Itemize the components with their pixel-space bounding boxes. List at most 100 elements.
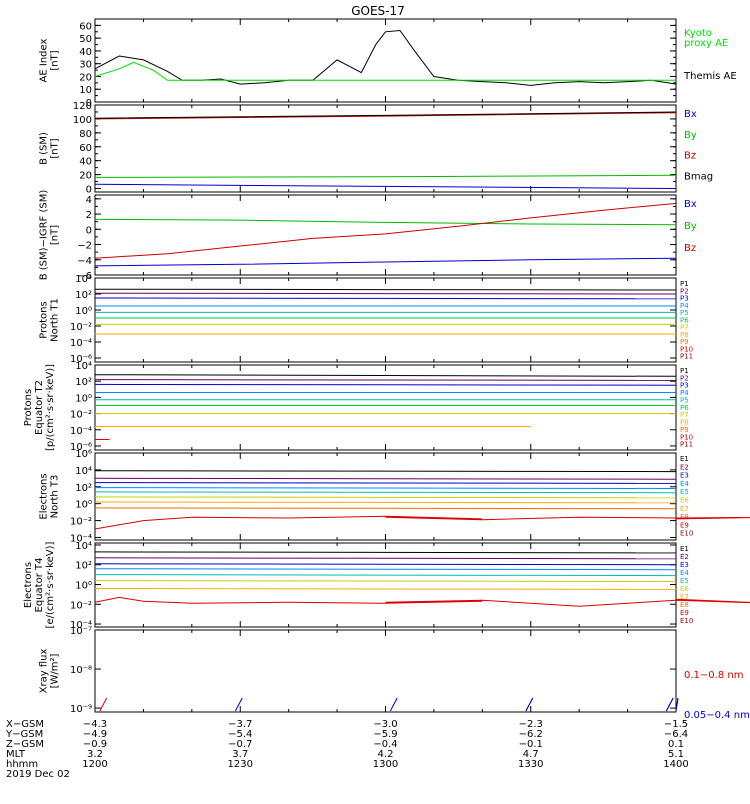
series-kyoto-proxy-ae (95, 62, 676, 80)
legend-item: E2 (680, 553, 689, 561)
y-tick-label: 2 (86, 210, 92, 221)
xray-segment (390, 698, 397, 711)
y-tick-label: 10⁻⁹ (70, 704, 92, 715)
panel-frame (95, 543, 676, 627)
legend-item: E8 (680, 513, 689, 521)
y-axis-label: AE Index (39, 38, 50, 82)
series-e6 (95, 497, 676, 498)
series-e2 (95, 478, 676, 479)
panel-frame (95, 453, 676, 540)
y-axis-label: [W/m²] (50, 653, 61, 688)
legend-item: E8 (680, 601, 689, 609)
y-tick-label: −2 (77, 241, 92, 252)
y-axis-label: [nT] (50, 138, 61, 158)
y-tick-label: 10⁻² (70, 517, 92, 528)
y-tick-label: 10² (75, 561, 92, 572)
y-tick-label: 10⁻⁷ (70, 626, 92, 637)
y-axis-label: [nT] (50, 225, 61, 245)
panel-frame (95, 195, 676, 275)
series-e7 (95, 502, 676, 503)
legend-item: P11 (680, 353, 693, 361)
panel-frame (95, 278, 676, 362)
y-tick-label: 10⁻² (70, 410, 92, 421)
y-tick-label: 0 (86, 225, 92, 236)
legend-item: Themis AE (683, 71, 737, 82)
series-e4 (95, 569, 676, 570)
y-axis-label: B (SM) (39, 132, 50, 165)
chart-title: GOES-17 (351, 4, 405, 18)
series-p2 (95, 380, 676, 381)
legend-item: E6 (680, 497, 689, 505)
legend-item: E1 (680, 545, 689, 553)
legend-item: 0.05−0.4 nm (684, 710, 750, 721)
y-tick-label: 100 (73, 115, 92, 126)
y-axis-label: Equator T2 (34, 380, 45, 435)
x-tick-value: 1230 (228, 759, 253, 770)
legend-item: E1 (680, 455, 689, 463)
y-tick-label: 10² (75, 483, 92, 494)
y-axis-label: [nT] (50, 50, 61, 70)
legend-item: Bmag (684, 171, 713, 182)
legend-item: E2 (680, 463, 689, 471)
y-axis-label: Electrons (23, 562, 34, 608)
legend-item: E3 (680, 561, 689, 569)
legend-item: Bx (684, 199, 697, 210)
x-tick-value: 1330 (518, 759, 543, 770)
y-tick-label: 10⁴ (75, 361, 92, 372)
legend-item: E7 (680, 505, 689, 513)
series-bz (95, 203, 676, 258)
legend-item: Bz (684, 243, 696, 254)
y-tick-label: 10⁰ (75, 581, 92, 592)
y-tick-label: 60 (79, 21, 92, 32)
legend-item: E9 (680, 609, 689, 617)
series-p2 (95, 293, 676, 294)
panel-frame (95, 630, 676, 712)
series-e6 (95, 581, 676, 582)
y-axis-label: Electrons (39, 473, 50, 519)
series-e9 (95, 597, 750, 606)
legend-item: E3 (680, 472, 689, 480)
y-tick-label: 10⁶ (75, 449, 92, 460)
series-e2 (95, 558, 676, 559)
y-axis-label: Equator T4 (34, 558, 45, 613)
y-tick-label: 10⁻⁴ (70, 426, 92, 437)
y-tick-label: −4 (77, 256, 92, 267)
series-e4 (95, 488, 676, 489)
series-e5 (95, 575, 676, 576)
y-tick-label: 10⁻⁴ (70, 338, 92, 349)
xray-segment (666, 698, 673, 711)
y-tick-label: 10⁻⁸ (70, 665, 92, 676)
y-tick-label: 80 (79, 129, 92, 140)
legend-item: E5 (680, 577, 689, 585)
legend-item: E9 (680, 521, 689, 529)
legend-item: Bx (684, 109, 697, 120)
y-axis-label: [e/(cm²·s·sr·keV)] (45, 541, 56, 628)
y-tick-label: 20 (79, 171, 92, 182)
legend-item: By (684, 221, 697, 232)
y-axis-label: B (SM)−IGRF (SM) (39, 190, 50, 281)
y-axis-label: Protons (23, 389, 34, 426)
series-themis-ae (95, 31, 676, 86)
legend-item: 0.1−0.8 nm (684, 670, 743, 681)
y-tick-label: 60 (79, 143, 92, 154)
series-p3 (95, 384, 676, 385)
y-tick-label: 40 (79, 157, 92, 168)
series-p1 (95, 375, 676, 377)
legend-item: Bz (684, 151, 696, 162)
series-e7 (95, 589, 676, 590)
y-tick-label: 10⁴ (75, 541, 92, 552)
xray-segment (235, 698, 242, 711)
x-tick-value: 1200 (82, 759, 107, 770)
panel-frame (95, 365, 676, 450)
y-tick-label: 10⁰ (75, 500, 92, 511)
y-tick-label: 10² (75, 377, 92, 388)
y-axis-label: North T1 (50, 298, 61, 342)
series-e3 (95, 483, 676, 484)
